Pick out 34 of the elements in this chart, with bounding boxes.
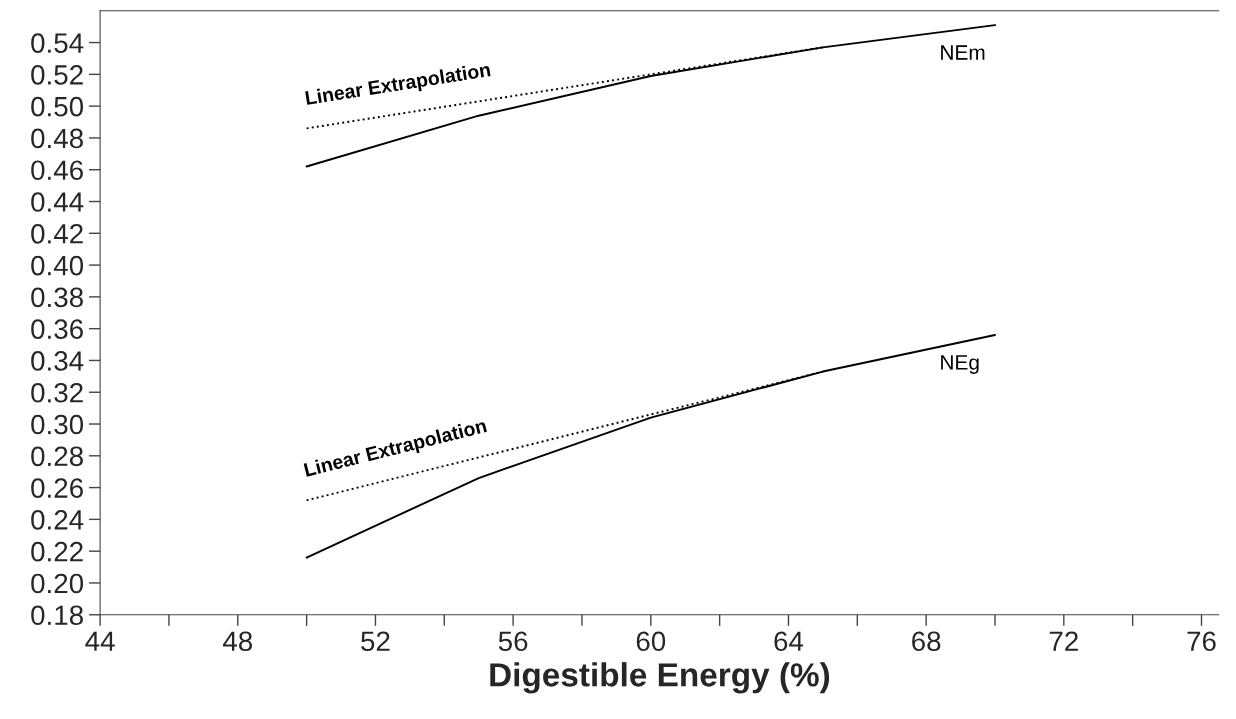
series-label: NEg bbox=[941, 355, 979, 374]
y-tick-label: 0.42 bbox=[31, 223, 83, 244]
y-tick-label: 0.52 bbox=[31, 65, 83, 85]
x-tick-label: 44 bbox=[85, 631, 115, 651]
y-tick-label: 0.26 bbox=[31, 478, 83, 498]
y-tick-label: 0.46 bbox=[31, 160, 83, 181]
x-tick-label: 72 bbox=[1049, 631, 1078, 651]
y-tick-label: 0.18 bbox=[31, 605, 83, 626]
x-tick-label: 64 bbox=[774, 631, 804, 652]
y-tick-label: 0.44 bbox=[31, 192, 84, 212]
y-tick-label: 0.54 bbox=[31, 33, 84, 53]
x-tick-label: 60 bbox=[636, 631, 666, 652]
y-tick-label: 0.48 bbox=[31, 128, 83, 149]
y-tick-label: 0.32 bbox=[31, 382, 83, 403]
y-tick-label: 0.24 bbox=[31, 510, 84, 530]
x-tick-label: 68 bbox=[912, 631, 941, 652]
y-tick-label: 0.36 bbox=[31, 319, 83, 339]
series-label: NEm bbox=[941, 45, 985, 60]
y-tick-label: 0.50 bbox=[31, 96, 84, 117]
y-tick-label: 0.34 bbox=[31, 351, 84, 371]
text: Linear Extrapolation bbox=[305, 62, 492, 109]
x-tick-label: 52 bbox=[361, 631, 390, 652]
x-tick-label: 76 bbox=[1187, 631, 1216, 652]
line-series bbox=[305, 24, 996, 168]
y-tick-label: 0.38 bbox=[31, 287, 83, 308]
x-tick-label: 56 bbox=[498, 631, 528, 652]
line-series bbox=[305, 334, 996, 559]
y-tick-label: 0.20 bbox=[31, 573, 84, 594]
y-tick-label: 0.40 bbox=[31, 255, 84, 276]
y-tick-label: 0.28 bbox=[31, 446, 83, 467]
x-axis-title: Digestible Energy (%) bbox=[490, 662, 830, 694]
y-tick-label: 0.30 bbox=[31, 414, 84, 435]
x-tick-label: 48 bbox=[222, 631, 253, 652]
y-tick-label: 0.22 bbox=[31, 541, 83, 562]
